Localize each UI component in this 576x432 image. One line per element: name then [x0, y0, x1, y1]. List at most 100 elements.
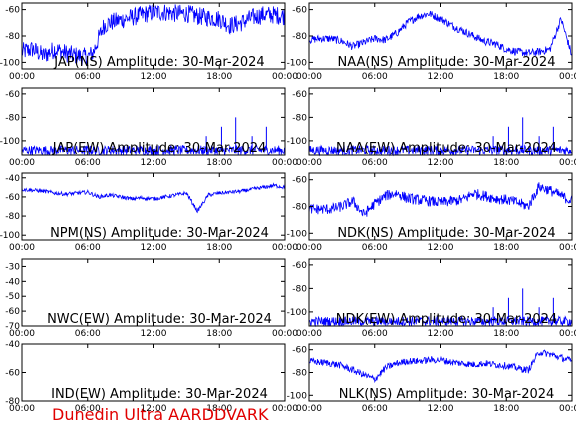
y-tick-label: -100	[287, 229, 308, 239]
y-tick-label: -100	[287, 58, 308, 68]
panel-title: NDK(EW) Amplitude: 30-Mar-2024	[336, 312, 557, 327]
x-tick-label: 00:00	[559, 158, 576, 168]
y-tick-label: -60	[292, 6, 307, 16]
x-tick-label: 06:00	[75, 243, 101, 253]
panel-4: -100-80-6000:0006:0012:0018:0000:00NAA(E…	[287, 87, 576, 168]
y-tick-label: -100	[0, 137, 20, 147]
x-tick-label: 00:00	[272, 158, 298, 168]
y-tick-label: -80	[292, 203, 307, 213]
x-tick-label: 00:00	[9, 158, 35, 168]
y-tick-label: -40	[5, 174, 20, 184]
y-tick-label: -80	[5, 113, 20, 123]
x-tick-label: 12:00	[141, 329, 167, 339]
x-tick-label: 06:00	[362, 404, 388, 414]
y-tick-label: -80	[5, 32, 20, 42]
x-tick-label: 18:00	[493, 329, 519, 339]
x-tick-label: 12:00	[428, 243, 454, 253]
x-tick-label: 18:00	[206, 72, 232, 82]
x-tick-label: 12:00	[428, 329, 454, 339]
y-tick-label: -100	[0, 58, 20, 68]
y-tick-label: -60	[5, 307, 20, 317]
x-tick-label: 18:00	[493, 72, 519, 82]
x-tick-label: 12:00	[428, 158, 454, 168]
x-tick-label: 00:00	[272, 72, 298, 82]
series-line	[308, 10, 573, 57]
y-tick-label: -80	[292, 284, 307, 294]
y-tick-label: -60	[292, 176, 307, 186]
x-tick-label: 12:00	[141, 72, 167, 82]
x-tick-label: 18:00	[206, 158, 232, 168]
x-tick-label: 00:00	[559, 329, 576, 339]
y-tick-label: -60	[292, 346, 307, 356]
panel-9: -80 -60 -40 00:00 06:00 12:00 18:00 00:00 IND(EW…	[5, 340, 298, 414]
panel-title: NWC(EW) Amplitude: 30-Mar-2024	[47, 312, 272, 327]
x-tick-label: 00:00	[272, 243, 298, 253]
panel-title: IND(EW) Amplitude: 30-Mar-2024	[51, 387, 268, 402]
x-tick-label: 00:00	[559, 404, 576, 414]
y-tick-label: -50	[5, 292, 20, 302]
series-line	[21, 182, 286, 214]
panel-title: NLK(NS) Amplitude: 30-Mar-2024	[339, 387, 555, 402]
y-tick-label: -80	[292, 369, 307, 379]
y-tick-label: -40	[5, 277, 20, 287]
y-tick-label: -60	[5, 90, 20, 100]
x-tick-label: 18:00	[493, 243, 519, 253]
panel-3: -100 -80 -60 00:00 06:00 12:00 18:00 00:00 JAP(E…	[0, 87, 298, 168]
x-tick-label: 18:00	[206, 329, 232, 339]
x-tick-label: 12:00	[428, 404, 454, 414]
x-tick-label: 18:00	[206, 404, 232, 414]
panel-10: -100 -80 -60 00:00 06:00 12:00 18:00 00:00 NLK(N…	[287, 343, 576, 414]
y-tick-label: -80	[292, 113, 307, 123]
x-tick-label: 00:00	[9, 404, 35, 414]
panel-2: -100-80-6000:0006:0012:0018:0000:00NAA(N…	[287, 2, 576, 82]
x-tick-label: 00:00	[296, 158, 322, 168]
x-tick-label: 00:00	[9, 329, 35, 339]
x-tick-label: 00:00	[296, 72, 322, 82]
panel-1: -100 -80 -60 00:00 06:00 12:00 18:00 00:00 JAP(N…	[0, 2, 298, 82]
x-tick-label: 00:00	[9, 72, 35, 82]
series-line	[308, 182, 573, 217]
x-tick-label: 12:00	[141, 243, 167, 253]
y-tick-label: -100	[0, 231, 20, 241]
x-tick-label: 06:00	[362, 243, 388, 253]
y-tick-label: -40	[5, 340, 20, 350]
panel-7: -70 -60 -50 -40 -30 00:00 06:00 12:00 18:00 00:00…	[5, 258, 298, 339]
y-tick-label: -100	[287, 391, 308, 401]
x-tick-label: 12:00	[428, 72, 454, 82]
y-tick-label: -80	[5, 397, 20, 407]
panel-6: -100 -80 -60 00:00 06:00 12:00 18:00 00:00 NDK(N…	[287, 172, 576, 253]
y-tick-label: -70	[5, 322, 20, 332]
y-tick-label: -60	[292, 261, 307, 271]
y-tick-label: -60	[5, 369, 20, 379]
x-tick-label: 06:00	[75, 329, 101, 339]
x-tick-label: 00:00	[296, 404, 322, 414]
x-tick-label: 00:00	[559, 243, 576, 253]
x-tick-label: 00:00	[9, 243, 35, 253]
x-tick-label: 18:00	[493, 404, 519, 414]
x-tick-label: 00:00	[296, 243, 322, 253]
y-tick-label: -30	[5, 262, 20, 272]
y-tick-label: -60	[5, 193, 20, 203]
series-line	[308, 144, 573, 157]
panel-8: -100-80-6000:0006:0012:0018:0000:00NDK(E…	[287, 258, 576, 339]
y-tick-label: -80	[292, 32, 307, 42]
panel-title: NPM(NS) Amplitude: 30-Mar-2024	[50, 226, 269, 241]
panel-title: JAP(NS) Amplitude: 30-Mar-2024	[53, 55, 264, 70]
panel-title: NAA(NS) Amplitude: 30-Mar-2024	[338, 55, 556, 70]
panel-title: NDK(NS) Amplitude: 30-Mar-2024	[337, 226, 555, 241]
x-tick-label: 06:00	[75, 72, 101, 82]
x-tick-label: 06:00	[75, 404, 101, 414]
x-tick-label: 00:00	[296, 329, 322, 339]
series-line	[308, 349, 573, 384]
series-line	[21, 144, 286, 157]
x-tick-label: 00:00	[272, 329, 298, 339]
x-tick-label: 06:00	[362, 158, 388, 168]
x-tick-label: 18:00	[493, 158, 519, 168]
x-tick-label: 00:00	[272, 404, 298, 414]
y-tick-label: -100	[287, 137, 308, 147]
y-tick-label: -60	[5, 6, 20, 16]
x-tick-label: 06:00	[362, 72, 388, 82]
footer-label: Dunedin Ultra AARDDVARK	[52, 405, 269, 424]
